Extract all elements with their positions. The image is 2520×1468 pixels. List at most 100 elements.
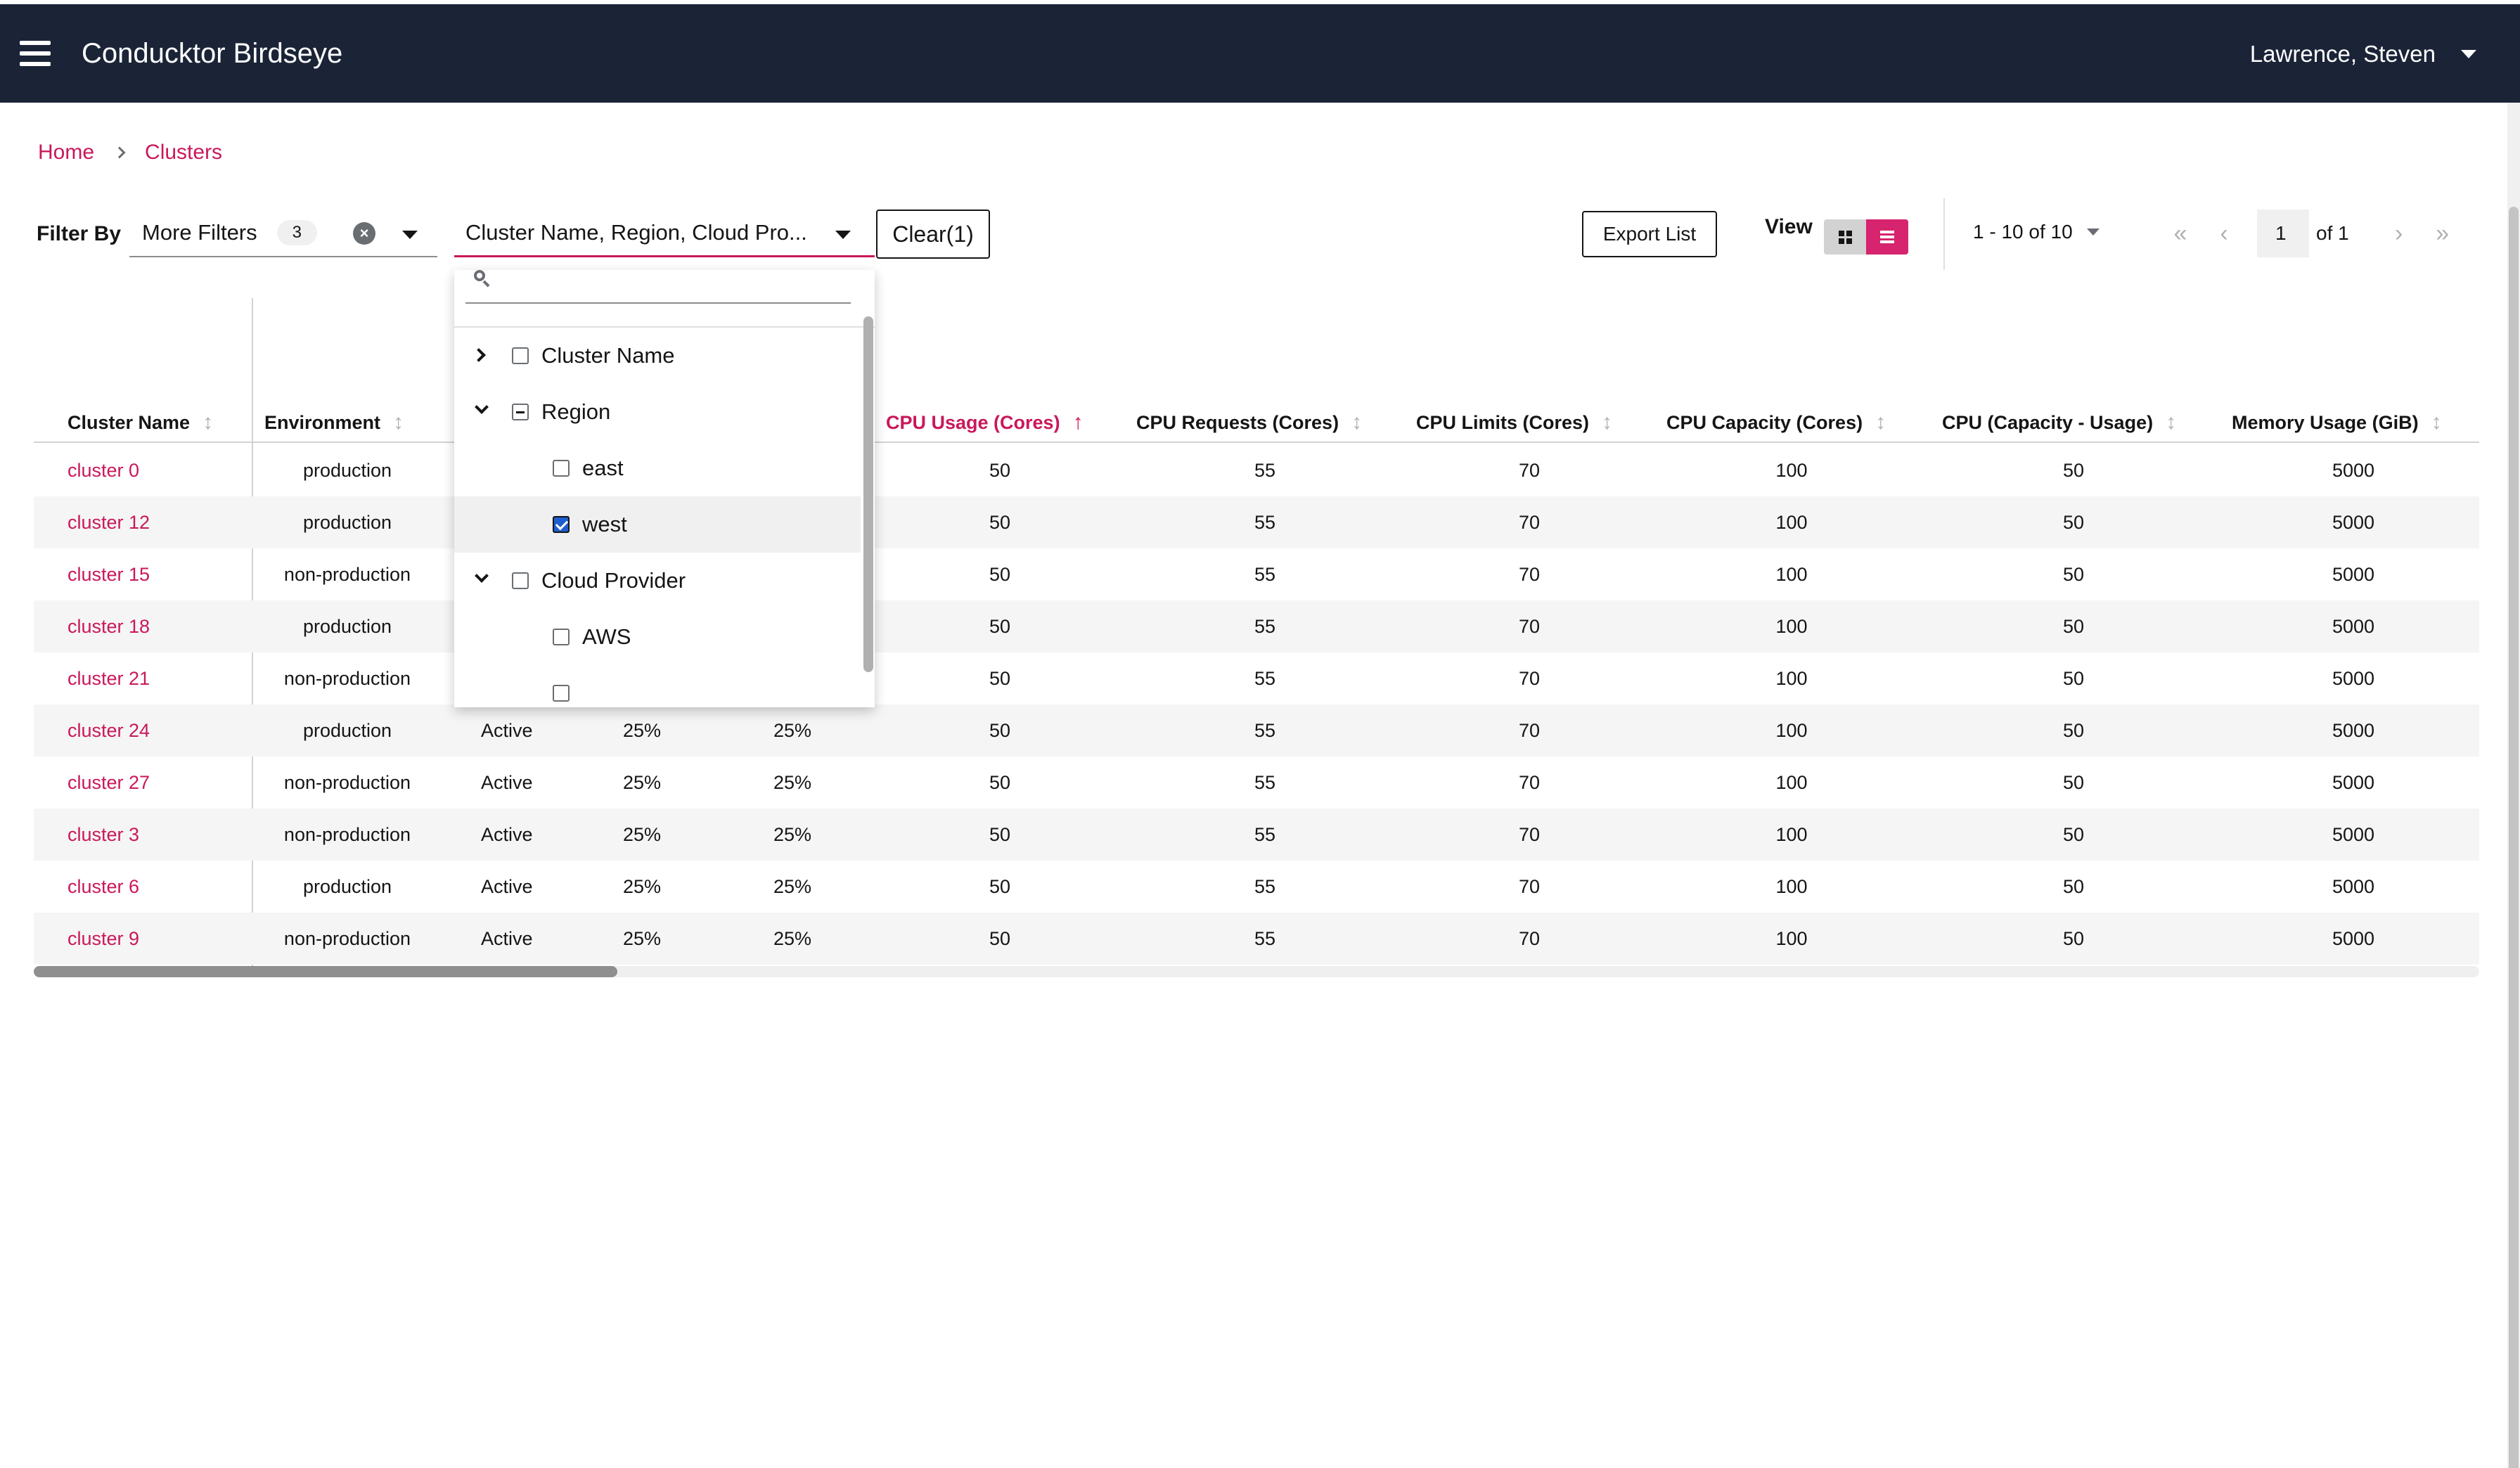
last-page-icon[interactable]: » xyxy=(2436,219,2450,247)
sort-icon[interactable]: ↕ xyxy=(2166,411,2177,434)
table-cell: production xyxy=(302,511,392,533)
previous-page-icon[interactable]: ‹ xyxy=(2220,219,2228,247)
per-page-select[interactable]: 1 - 10 of 10 xyxy=(1973,221,2100,243)
table-cell: 70 xyxy=(1518,823,1541,845)
table-cell: 5000 xyxy=(2332,563,2375,585)
cluster-name-link[interactable]: cluster 21 xyxy=(68,667,150,689)
table-cell: production xyxy=(302,615,392,637)
first-page-icon[interactable]: « xyxy=(2173,219,2187,247)
export-list-button[interactable]: Export List xyxy=(1582,211,1717,257)
sort-ascending-icon[interactable]: ↑ xyxy=(1072,411,1084,434)
option-label: Region xyxy=(541,399,611,424)
table-cell: 70 xyxy=(1518,875,1541,897)
table-row: cluster 9 non-production Active 25% 25% 50 55 7… xyxy=(34,913,2479,965)
table-cell: 50 xyxy=(989,771,1011,793)
sort-icon[interactable]: ↕ xyxy=(1351,411,1363,434)
dropdown-option[interactable]: east xyxy=(454,440,861,496)
cluster-name-link[interactable]: cluster 24 xyxy=(68,719,150,741)
user-menu[interactable]: Lawrence, Steven xyxy=(2250,41,2476,67)
dropdown-option[interactable]: AWS xyxy=(454,609,861,665)
column-header[interactable]: Environment ↕ xyxy=(264,402,404,443)
dropdown-option[interactable]: west xyxy=(454,496,861,553)
sort-icon[interactable]: ↕ xyxy=(1602,411,1613,434)
cluster-name-link[interactable]: cluster 0 xyxy=(68,459,140,481)
list-view-button[interactable] xyxy=(1866,219,1908,255)
dropdown-option[interactable] xyxy=(454,665,861,707)
option-checkbox[interactable] xyxy=(553,460,570,477)
next-page-icon[interactable]: › xyxy=(2395,219,2403,247)
option-checkbox[interactable] xyxy=(512,404,529,420)
clear-filters-icon[interactable]: × xyxy=(353,222,375,245)
option-checkbox[interactable] xyxy=(553,516,570,533)
page-total: of 1 xyxy=(2316,222,2349,244)
horizontal-scrollbar[interactable] xyxy=(34,966,2479,977)
cluster-name-link[interactable]: cluster 9 xyxy=(68,927,140,949)
column-header-label: CPU (Capacity - Usage) xyxy=(1942,411,2154,433)
sort-icon[interactable]: ↕ xyxy=(2431,411,2442,434)
pagination-range: 1 - 10 of 10 xyxy=(1973,221,2073,243)
table-cell: Active xyxy=(481,771,533,793)
option-checkbox[interactable] xyxy=(553,629,570,645)
option-checkbox[interactable] xyxy=(512,347,529,364)
table-cell: 55 xyxy=(1254,927,1276,949)
column-header[interactable]: CPU Limits (Cores) ↕ xyxy=(1416,402,1612,443)
option-checkbox[interactable] xyxy=(512,572,529,589)
chevron-right-icon[interactable] xyxy=(472,348,486,362)
column-header-label: CPU Limits (Cores) xyxy=(1416,411,1590,433)
more-filters-select[interactable]: More Filters 3 × xyxy=(129,210,437,257)
sort-icon[interactable]: ↕ xyxy=(202,411,214,434)
dropdown-option[interactable]: Cluster Name xyxy=(454,328,861,384)
cluster-name-link[interactable]: cluster 18 xyxy=(68,615,150,637)
table-cell: 50 xyxy=(989,459,1011,481)
cluster-filter-select[interactable]: Cluster Name, Region, Cloud Pro... xyxy=(454,210,875,257)
sort-icon[interactable]: ↕ xyxy=(1875,411,1886,434)
caret-down-icon[interactable] xyxy=(402,231,418,239)
table-cell: 5000 xyxy=(2332,459,2375,481)
app-title: Conducktor Birdseye xyxy=(82,38,343,69)
hamburger-menu-icon[interactable] xyxy=(20,41,51,66)
table-cell: non-production xyxy=(283,823,411,845)
cluster-name-link[interactable]: cluster 3 xyxy=(68,823,140,845)
dropdown-option[interactable]: Cloud Provider xyxy=(454,553,861,609)
clear-button[interactable]: Clear(1) xyxy=(876,210,990,259)
column-header[interactable]: Memory Usage (GiB) ↕ xyxy=(2232,402,2442,443)
caret-down-icon xyxy=(2461,50,2476,58)
cluster-name-link[interactable]: cluster 12 xyxy=(68,511,150,533)
column-header[interactable]: CPU (Capacity - Usage) ↕ xyxy=(1942,402,2176,443)
table-cell: 25% xyxy=(623,875,662,897)
page-number-input[interactable]: 1 xyxy=(2257,210,2309,257)
cluster-name-link[interactable]: cluster 27 xyxy=(68,771,150,793)
table-cell: 70 xyxy=(1518,719,1541,741)
breadcrumb-clusters[interactable]: Clusters xyxy=(145,141,223,164)
page-scrollbar-thumb[interactable] xyxy=(2509,207,2519,1468)
dropdown-option[interactable]: Region xyxy=(454,384,861,440)
table-cell: 50 xyxy=(989,511,1011,533)
grid-view-button[interactable] xyxy=(1824,219,1866,255)
grid-icon xyxy=(1838,230,1852,244)
breadcrumb-home[interactable]: Home xyxy=(38,141,95,164)
table-cell: 100 xyxy=(1775,823,1808,845)
horizontal-scrollbar-thumb[interactable] xyxy=(34,966,617,977)
dropdown-scrollbar[interactable] xyxy=(863,316,873,672)
option-checkbox[interactable] xyxy=(553,685,570,702)
toolbar-divider xyxy=(1943,198,1945,270)
chevron-down-icon[interactable] xyxy=(475,400,489,414)
table-row: cluster 24 production Active 25% 25% 50 55 70 10… xyxy=(34,704,2479,756)
table-cell: 25% xyxy=(623,823,662,845)
chevron-down-icon[interactable] xyxy=(475,569,489,583)
dropdown-search-input[interactable] xyxy=(465,270,851,304)
clusters-table: Cluster Name ↕ Environment ↕ CPU Usage (Core… xyxy=(34,298,2479,970)
column-header[interactable]: CPU Requests (Cores) ↕ xyxy=(1136,402,1362,443)
filter-count-badge: 3 xyxy=(276,220,317,245)
option-label: Cluster Name xyxy=(541,343,675,368)
column-header[interactable]: CPU Capacity (Cores) ↕ xyxy=(1666,402,1886,443)
table-cell: 25% xyxy=(623,927,662,949)
cluster-name-link[interactable]: cluster 15 xyxy=(68,563,150,585)
column-header[interactable]: CPU Usage (Cores) ↑ xyxy=(886,402,1084,443)
sort-icon[interactable]: ↕ xyxy=(393,411,404,434)
column-header[interactable]: Cluster Name ↕ xyxy=(68,402,213,443)
cluster-name-link[interactable]: cluster 6 xyxy=(68,875,140,897)
caret-down-icon[interactable] xyxy=(835,231,851,239)
table-cell: 100 xyxy=(1775,615,1808,637)
page-scrollbar[interactable] xyxy=(2507,103,2520,1468)
